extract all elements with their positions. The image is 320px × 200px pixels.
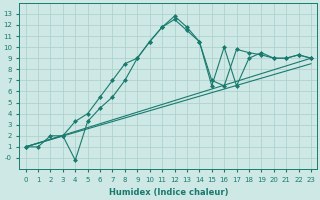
X-axis label: Humidex (Indice chaleur): Humidex (Indice chaleur)	[108, 188, 228, 197]
